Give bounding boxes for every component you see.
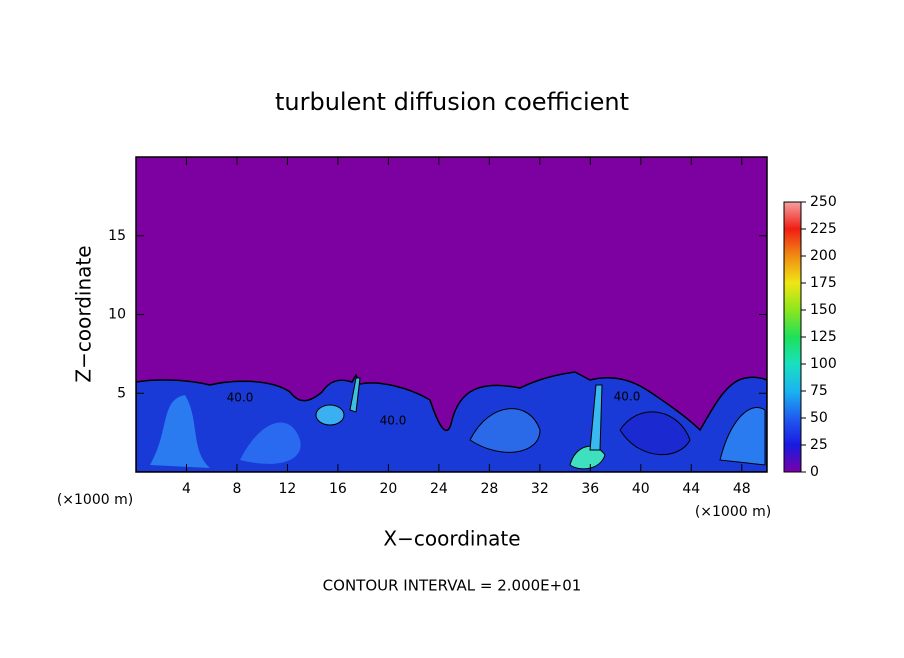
colorbar-tick-label: 250 <box>810 194 837 210</box>
contour-label: 40.0 <box>614 390 641 404</box>
x-tick-label: 44 <box>682 481 700 497</box>
contour-label: 40.0 <box>380 414 407 428</box>
colorbar-tick-label: 225 <box>810 221 837 237</box>
x-tick-label: 40 <box>632 481 650 497</box>
x-axis-label: X−coordinate <box>383 527 520 551</box>
chart-title: turbulent diffusion coefficient <box>275 88 629 116</box>
eddy <box>619 411 691 456</box>
colorbar-tick-label: 125 <box>810 329 837 345</box>
colorbar-tick-label: 150 <box>810 302 837 318</box>
y-tick-label: 5 <box>117 385 126 401</box>
eddy <box>719 407 766 466</box>
colorbar-tick-label: 175 <box>810 275 837 291</box>
x-tick-label: 16 <box>329 481 347 497</box>
x-tick-label: 32 <box>531 481 549 497</box>
y-unit-label: (×1000 m) <box>695 504 771 520</box>
colorbar-tick-label: 200 <box>810 248 837 264</box>
x-tick-label: 28 <box>480 481 498 497</box>
colorbar-tick-label: 50 <box>810 410 828 426</box>
eddy <box>315 404 345 426</box>
x-unit-label: (×1000 m) <box>57 492 133 508</box>
eddy <box>240 422 301 464</box>
x-tick-label: 20 <box>379 481 397 497</box>
y-tick-label: 15 <box>108 228 126 244</box>
eddy <box>349 377 361 413</box>
colorbar-tick-label: 0 <box>810 464 819 480</box>
x-tick-label: 4 <box>182 481 191 497</box>
colorbar-tick-label: 25 <box>810 437 828 453</box>
x-tick-label: 24 <box>430 481 448 497</box>
y-axis-label: Z−coordinate <box>72 245 96 382</box>
footnote: CONTOUR INTERVAL = 2.000E+01 <box>323 577 582 595</box>
colorbar <box>783 201 802 473</box>
turbulent-layer <box>136 371 767 472</box>
y-tick-label: 10 <box>108 307 126 323</box>
eddy <box>569 445 606 470</box>
x-tick-label: 36 <box>581 481 599 497</box>
colorbar-tick-label: 100 <box>810 356 837 372</box>
colorbar-tick-label: 75 <box>810 383 828 399</box>
contour-label: 40.0 <box>227 391 254 405</box>
x-tick-label: 12 <box>279 481 297 497</box>
x-tick-label: 8 <box>232 481 241 497</box>
eddy <box>469 408 541 453</box>
eddy <box>589 384 603 451</box>
x-tick-label: 48 <box>733 481 751 497</box>
eddy <box>150 395 210 468</box>
